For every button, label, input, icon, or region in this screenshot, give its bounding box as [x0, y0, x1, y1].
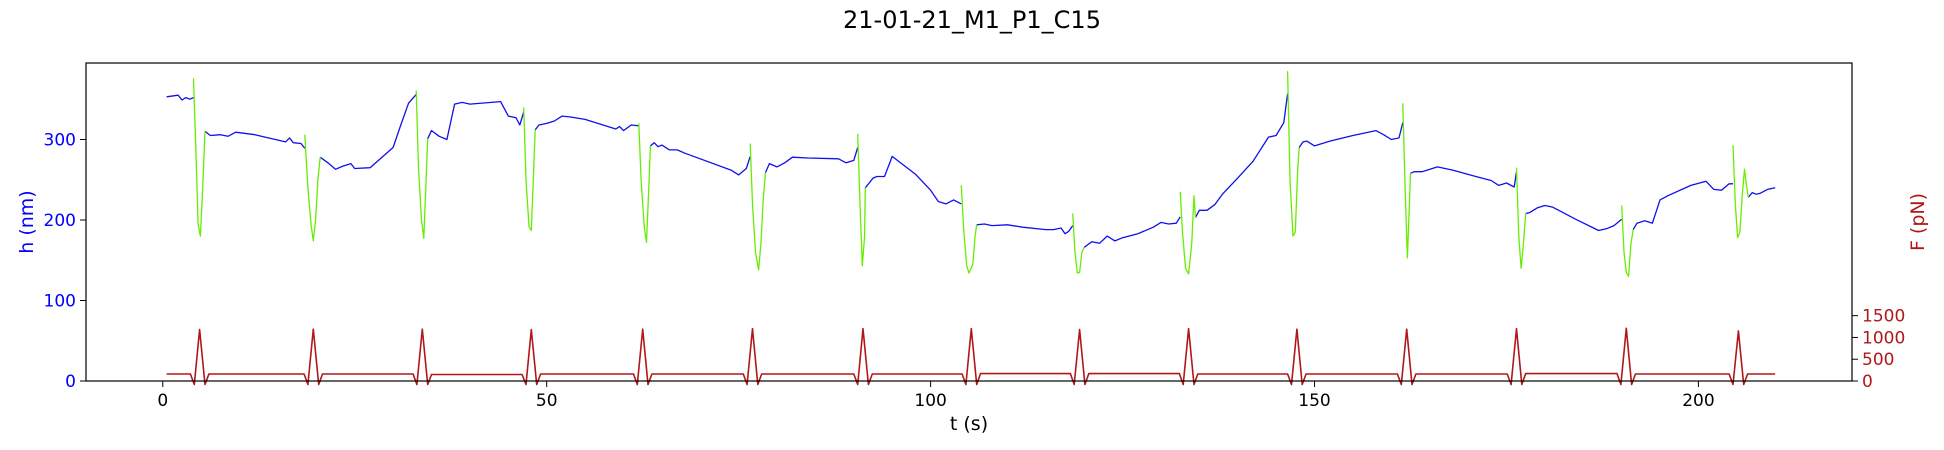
y-axis-left-label: h (nm)	[16, 190, 38, 253]
h-baseline-segment-12	[1410, 166, 1518, 188]
h-baseline-segment-2	[319, 93, 417, 170]
h-baseline-segment-9	[1083, 216, 1181, 248]
y-left-tick-label: 0	[65, 372, 76, 392]
h-indent-segment-3	[523, 107, 536, 232]
y-right-tick-label: 500	[1862, 350, 1894, 370]
h-indent-segment-8	[1072, 213, 1085, 274]
h-indent-segment-0	[192, 78, 206, 237]
h-baseline-segment-3	[427, 100, 525, 141]
force-line	[166, 327, 1776, 386]
y-left-tick-label: 300	[44, 130, 76, 150]
y-right-tick-label: 1000	[1862, 328, 1905, 348]
h-baseline-segment-13	[1525, 204, 1623, 232]
h-baseline-segment-7	[864, 155, 962, 205]
h-indent-segment-6	[857, 133, 866, 267]
h-indent-segment-5	[749, 143, 767, 271]
x-axis-label: t (s)	[950, 413, 988, 435]
x-tick-label: 150	[1298, 391, 1330, 411]
h-baseline-segment-4	[534, 115, 639, 132]
h-indent-segment-12	[1515, 167, 1527, 269]
y-axis-right-label: F (pN)	[1907, 193, 1929, 251]
y-left-tick-label: 100	[44, 291, 76, 311]
h-indent-segment-2	[415, 90, 429, 240]
series-layer	[166, 71, 1776, 386]
y-right-tick-label: 0	[1862, 372, 1873, 392]
h-indent-segment-7	[960, 185, 978, 274]
plot-frame	[85, 62, 1853, 382]
h-indent-segment-10	[1286, 71, 1300, 237]
h-baseline-segment-5	[649, 142, 751, 176]
x-tick-label: 50	[536, 391, 558, 411]
y-left-tick-label: 200	[44, 211, 76, 231]
h-baseline-segment-6	[764, 147, 859, 173]
h-baseline-segment-14	[1632, 180, 1733, 230]
h-baseline-segment-11	[1298, 122, 1404, 148]
h-baseline-segment-1	[204, 130, 306, 149]
h-indent-segment-11	[1402, 103, 1412, 259]
x-tick-label: 200	[1682, 391, 1714, 411]
x-tick-label: 0	[157, 391, 168, 411]
h-indent-segment-14	[1732, 145, 1749, 239]
h-baseline-segment-10	[1194, 93, 1289, 218]
h-baseline-segment-8	[976, 223, 1074, 235]
h-baseline-segment-15	[1747, 187, 1776, 198]
h-indent-segment-9	[1179, 191, 1197, 275]
h-indent-segment-4	[638, 123, 652, 244]
h-indent-segment-1	[304, 134, 321, 242]
y-right-tick-label: 1500	[1862, 307, 1905, 327]
h-baseline-segment-0	[166, 94, 194, 101]
chart-title: 21-01-21_M1_P1_C15	[843, 6, 1101, 34]
h-indent-segment-13	[1621, 205, 1634, 277]
x-tick-label: 100	[914, 391, 946, 411]
